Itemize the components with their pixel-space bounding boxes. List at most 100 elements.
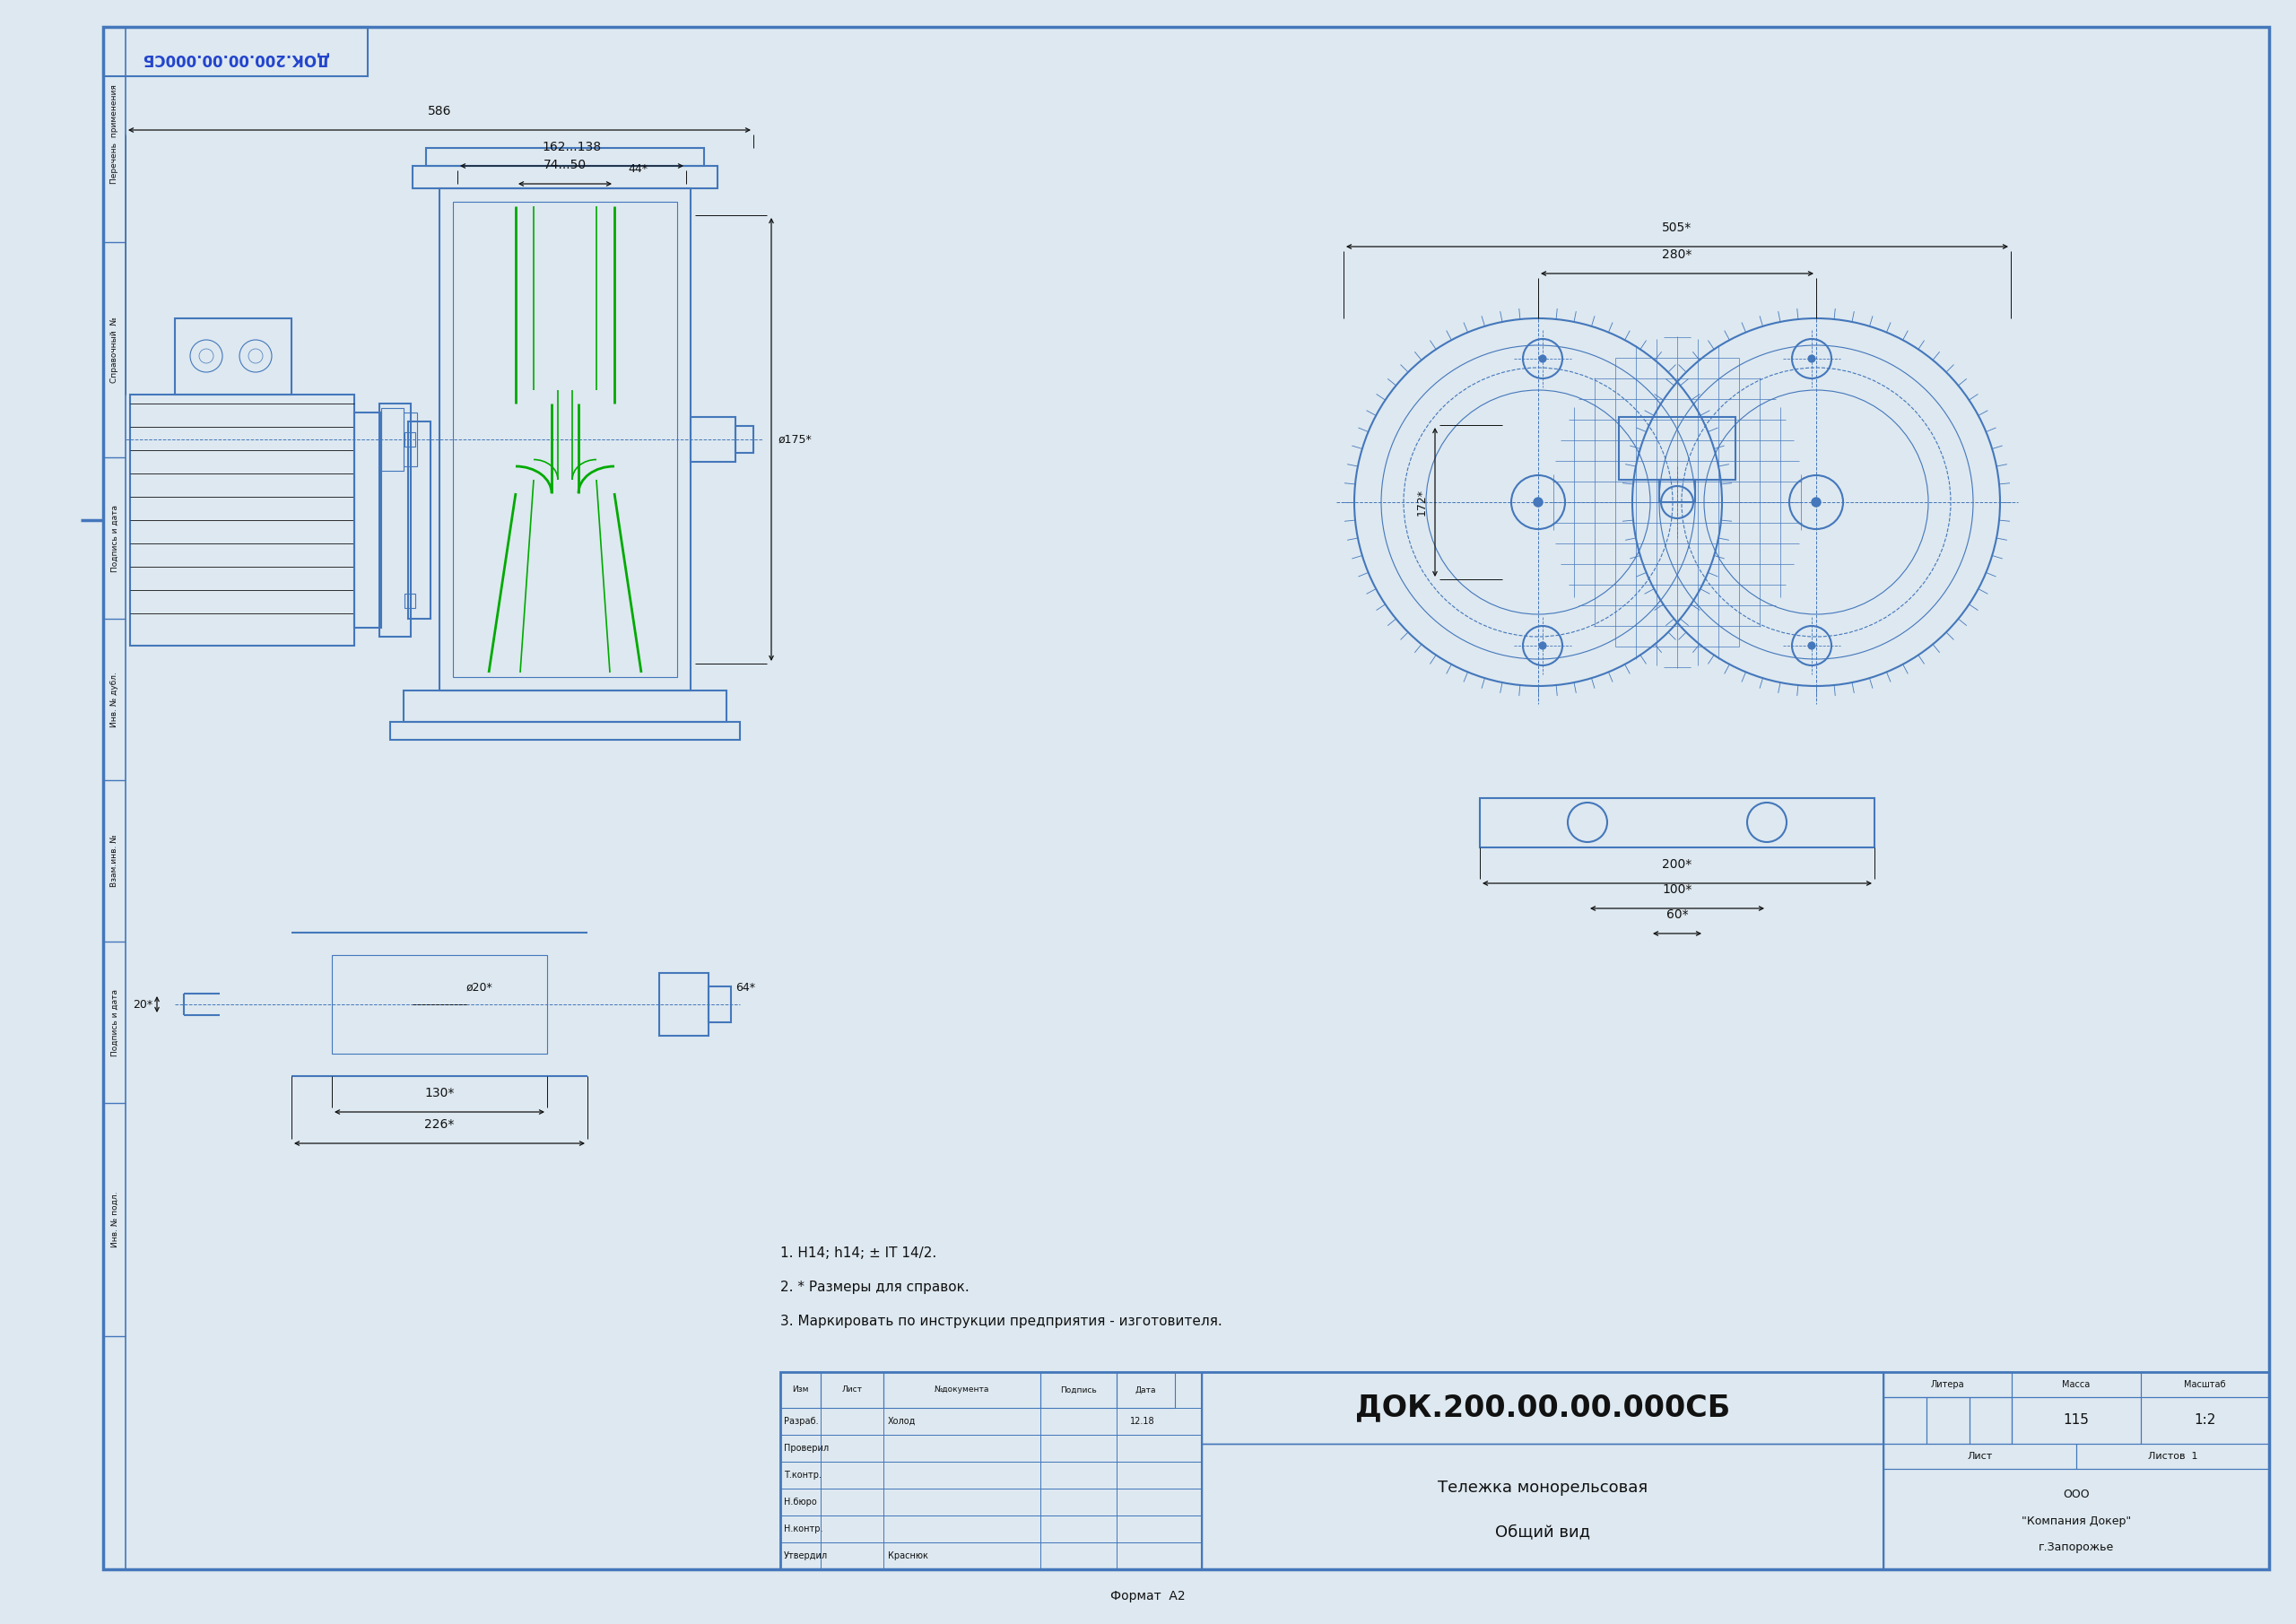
Circle shape <box>1809 356 1816 362</box>
Bar <box>1970 1397 2011 1444</box>
Text: 226*: 226* <box>425 1119 455 1130</box>
Circle shape <box>1809 641 1816 650</box>
Bar <box>2076 1444 2268 1468</box>
Bar <box>1040 1372 1116 1408</box>
Bar <box>390 723 739 741</box>
Bar <box>103 28 126 1569</box>
Bar <box>781 1372 820 1408</box>
Bar <box>413 166 716 188</box>
Bar <box>1481 797 1874 848</box>
Text: Подпись и дата: Подпись и дата <box>110 505 119 572</box>
Text: Справочный  №: Справочный № <box>110 317 119 383</box>
Text: Общий вид: Общий вид <box>1495 1523 1591 1540</box>
Text: Изм: Изм <box>792 1385 808 1393</box>
Text: Масштаб: Масштаб <box>2183 1380 2225 1389</box>
Bar <box>404 432 416 447</box>
Text: Подпись: Подпись <box>1061 1385 1097 1393</box>
Bar <box>174 318 292 395</box>
Bar <box>781 1543 1201 1569</box>
Text: Формат  А2: Формат А2 <box>1111 1590 1185 1603</box>
Text: 280*: 280* <box>1662 248 1692 261</box>
Bar <box>781 1372 2268 1569</box>
Text: "Компания Докер": "Компания Докер" <box>2020 1515 2131 1527</box>
Text: Холод: Холод <box>889 1416 916 1426</box>
Bar <box>735 425 753 453</box>
Text: Инв. № дубл.: Инв. № дубл. <box>110 672 119 728</box>
Text: ø20*: ø20* <box>466 983 494 994</box>
Text: 1:2: 1:2 <box>2195 1415 2216 1427</box>
Bar <box>1883 1372 2011 1397</box>
Text: 200*: 200* <box>1662 857 1692 870</box>
Text: г.Запорожье: г.Запорожье <box>2039 1541 2115 1553</box>
Text: Н.контр.: Н.контр. <box>783 1525 822 1533</box>
Text: Разраб.: Разраб. <box>783 1416 817 1426</box>
Bar <box>1201 1372 1883 1444</box>
Text: ООО: ООО <box>2064 1488 2089 1501</box>
Bar <box>820 1372 884 1408</box>
Text: 60*: 60* <box>1667 908 1688 921</box>
Text: Т.контр.: Т.контр. <box>783 1471 822 1479</box>
Text: Лист: Лист <box>1968 1452 1993 1462</box>
Bar <box>103 28 367 76</box>
Bar <box>1116 1372 1176 1408</box>
Text: 74...50: 74...50 <box>544 159 585 171</box>
Bar <box>452 201 677 677</box>
Text: 162...138: 162...138 <box>542 141 602 153</box>
Bar <box>781 1408 1201 1434</box>
Bar <box>1883 1397 2011 1444</box>
Text: Н.бюро: Н.бюро <box>783 1497 817 1507</box>
Text: 44*: 44* <box>627 162 647 175</box>
Bar <box>781 1515 1201 1543</box>
Bar <box>781 1434 1201 1462</box>
Text: 586: 586 <box>427 106 452 117</box>
Bar <box>381 408 404 471</box>
Circle shape <box>1812 497 1821 507</box>
Text: Утвердил: Утвердил <box>783 1551 829 1561</box>
Bar <box>659 973 709 1036</box>
Bar <box>354 412 381 628</box>
Text: 130*: 130* <box>425 1086 455 1099</box>
Text: Листов  1: Листов 1 <box>2147 1452 2197 1462</box>
Text: 100*: 100* <box>1662 883 1692 896</box>
Text: ø175*: ø175* <box>778 434 813 445</box>
Text: 172*: 172* <box>1417 489 1428 516</box>
Bar <box>1660 479 1694 502</box>
Bar <box>781 1462 1201 1489</box>
Text: Лист: Лист <box>843 1385 863 1393</box>
Text: 12.18: 12.18 <box>1130 1416 1155 1426</box>
Text: Перечень  применения: Перечень применения <box>110 84 119 184</box>
Bar <box>2140 1372 2268 1397</box>
Text: Взам.инв. №: Взам.инв. № <box>110 835 119 887</box>
Text: 20*: 20* <box>133 999 152 1010</box>
Bar <box>131 395 354 646</box>
Text: ДОК.200.00.00.000СБ: ДОК.200.00.00.000СБ <box>1355 1393 1731 1423</box>
Bar <box>1926 1397 1970 1444</box>
Text: Дата: Дата <box>1134 1385 1157 1393</box>
Text: Масса: Масса <box>2062 1380 2089 1389</box>
Circle shape <box>1538 356 1545 362</box>
Text: 1. Н14; h14; ± IT 14/2.: 1. Н14; h14; ± IT 14/2. <box>781 1247 937 1260</box>
Text: №документа: №документа <box>934 1385 990 1393</box>
Bar <box>409 422 432 619</box>
Bar <box>379 403 411 637</box>
Bar <box>1883 1444 2076 1468</box>
Bar <box>1883 1468 2268 1569</box>
Bar <box>2011 1372 2140 1397</box>
Text: 115: 115 <box>2064 1415 2089 1427</box>
Text: 3. Маркировать по инструкции предприятия - изготовителя.: 3. Маркировать по инструкции предприятия… <box>781 1314 1221 1328</box>
Bar <box>691 417 735 461</box>
Circle shape <box>1534 497 1543 507</box>
Text: Подпись и дата: Подпись и дата <box>110 989 119 1056</box>
Text: Инв. № подл.: Инв. № подл. <box>110 1192 119 1247</box>
Text: 2. * Размеры для справок.: 2. * Размеры для справок. <box>781 1281 969 1294</box>
Bar <box>2140 1397 2268 1444</box>
Text: 505*: 505* <box>1662 221 1692 234</box>
Text: Проверил: Проверил <box>783 1444 829 1453</box>
Text: ДОК.200.00.00.000СБ: ДОК.200.00.00.000СБ <box>142 50 328 67</box>
Text: Краснюк: Краснюк <box>889 1551 928 1561</box>
Bar <box>2011 1397 2140 1444</box>
Bar <box>709 986 730 1021</box>
Bar <box>1883 1397 1926 1444</box>
Bar <box>781 1489 1201 1515</box>
Bar <box>1619 417 1736 479</box>
